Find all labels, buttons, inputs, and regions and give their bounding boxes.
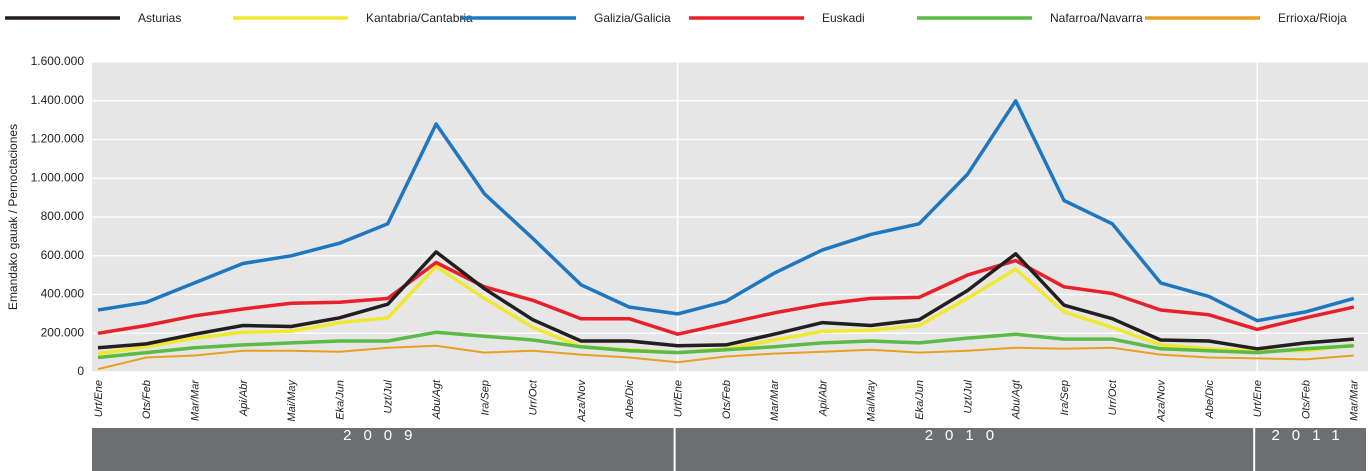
x-tick-label: Urt/Ene (1252, 380, 1264, 417)
x-tick-label: Mai/May (286, 379, 298, 422)
x-tick-label: Mar/Mar (1349, 379, 1361, 421)
x-tick-label: Eka/Jun (334, 380, 346, 420)
x-tick-label: Ots/Feb (1300, 380, 1312, 419)
x-tick-label: Urr/Oct (1107, 379, 1119, 415)
x-tick-label: Abu/Agt (431, 379, 443, 420)
x-tick-label: Uzt/Jul (962, 379, 974, 413)
y-tick-label: 1.000.000 (31, 170, 85, 184)
year-label: 2009 (343, 427, 424, 444)
y-tick-label: 1.600.000 (31, 54, 85, 68)
y-tick-label: 1.200.000 (31, 132, 85, 146)
y-tick-label: 0 (77, 364, 84, 378)
x-tick-label: Ots/Feb (141, 380, 153, 419)
y-tick-label: 1.400.000 (31, 93, 85, 107)
x-tick-label: Eka/Jun (914, 380, 926, 420)
x-tick-label: Urt/Ene (93, 380, 105, 417)
x-tick-label: Api/Abr (238, 379, 250, 417)
x-tick-label: Abe/Dic (1204, 380, 1216, 420)
series-line (97, 258, 1355, 336)
year-bar (92, 428, 674, 471)
y-tick-label: 200.000 (41, 325, 85, 339)
x-tick-label: Mar/Mar (190, 379, 202, 421)
year-label: 2011 (1271, 427, 1351, 444)
legend-label: Kantabria/Cantabria (366, 11, 473, 25)
x-tick-label: Aza/Nov (576, 379, 588, 423)
series-line (97, 250, 1354, 351)
legend-label: Asturias (138, 11, 181, 25)
y-tick-label: 600.000 (41, 248, 85, 262)
series-line (97, 99, 1355, 323)
series-line (97, 344, 1354, 371)
y-axis-label: Emandako gauak / Pernoctaciones (6, 124, 20, 310)
legend-label: Errioxa/Rioja (1278, 11, 1347, 25)
x-tick-label: Api/Abr (817, 379, 829, 417)
x-tick-label: Aza/Nov (1156, 379, 1168, 423)
x-tick-label: Ira/Sep (479, 380, 491, 415)
legend-label: Nafarroa/Navarra (1050, 11, 1143, 25)
year-bar (1255, 428, 1366, 471)
year-label: 2010 (925, 427, 1006, 444)
x-tick-label: Uzt/Jul (383, 379, 395, 413)
x-tick-label: Ira/Sep (1059, 380, 1071, 415)
x-tick-label: Urt/Ene (673, 380, 685, 417)
legend-label: Euskadi (822, 11, 865, 25)
series-line (97, 330, 1354, 360)
y-tick-label: 800.000 (41, 209, 85, 223)
y-tick-label: 400.000 (41, 287, 85, 301)
year-bar (675, 428, 1254, 471)
x-tick-label: Ots/Feb (721, 380, 733, 419)
x-tick-label: Abu/Agt (1011, 379, 1023, 420)
x-tick-label: Urr/Oct (528, 379, 540, 415)
legend-label: Galizia/Galicia (594, 11, 671, 25)
x-tick-label: Abe/Dic (624, 380, 636, 420)
x-tick-label: Mai/May (866, 379, 878, 422)
x-tick-label: Mar/Mar (769, 379, 781, 421)
